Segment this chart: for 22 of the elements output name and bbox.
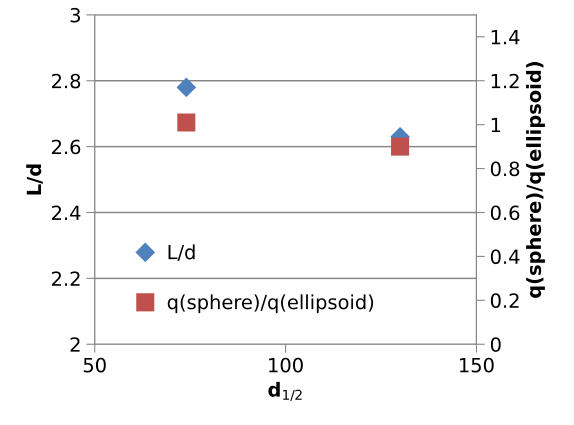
y2-axis-title: q(sphere)/q(ellipsoid) bbox=[526, 62, 545, 298]
y2-tick-label: 0.2 bbox=[490, 293, 519, 308]
y2-tick-label: 1.4 bbox=[492, 30, 520, 44]
y-tick-label: 2.8 bbox=[52, 74, 80, 88]
y-tick-label: 2 bbox=[70, 337, 80, 352]
y-tick-label: 2.4 bbox=[52, 205, 80, 220]
y2-tick-label: 1 bbox=[492, 118, 500, 132]
x-tick-label: 100 bbox=[269, 358, 303, 372]
y-tick-label: 2.6 bbox=[52, 140, 80, 154]
y-tick-label: 3 bbox=[70, 8, 80, 23]
y-tick-label: 2.2 bbox=[52, 271, 80, 286]
legend-label: L/d bbox=[168, 244, 195, 261]
y2-tick-label: 0.6 bbox=[490, 205, 520, 220]
x-axis-title: d$_{1/2}$ bbox=[268, 382, 302, 402]
x-tick-label: 150 bbox=[460, 358, 494, 372]
y-axis-title: L/d bbox=[26, 164, 43, 194]
x-tick-label: 50 bbox=[84, 358, 106, 372]
y2-tick-label: 0.4 bbox=[490, 249, 520, 264]
y2-tick-label: 0 bbox=[490, 337, 501, 352]
legend-label: q(sphere)/q(ellipsoid) bbox=[168, 294, 374, 314]
y2-tick-label: 1.2 bbox=[492, 74, 519, 88]
y2-tick-label: 0.8 bbox=[490, 162, 520, 176]
